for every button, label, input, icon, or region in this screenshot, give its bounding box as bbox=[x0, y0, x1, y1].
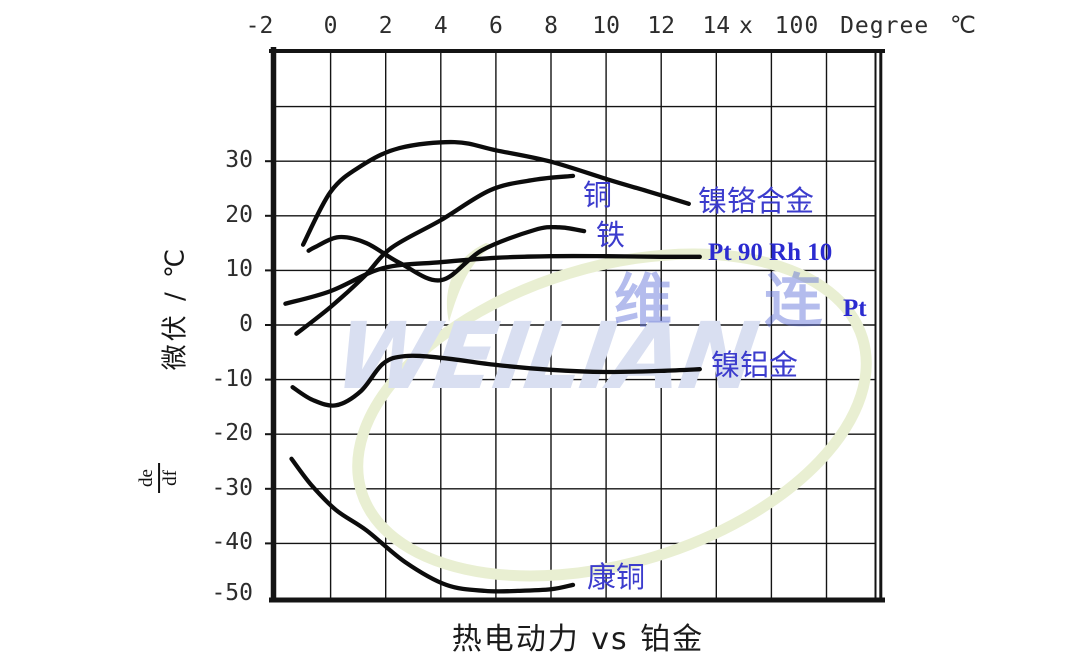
curve-label-pt90rh10: Pt 90 Rh 10 bbox=[708, 239, 833, 266]
x-tick-label: 14 bbox=[702, 13, 731, 39]
y-tick-label: 0 bbox=[239, 311, 253, 337]
y-tick-label: -20 bbox=[211, 420, 253, 447]
y-tick-label: -30 bbox=[211, 474, 253, 501]
x-tick-label: 0 bbox=[323, 13, 338, 39]
curve-label-copper: 铜 bbox=[583, 180, 613, 212]
curve-nichrome bbox=[300, 139, 691, 247]
x-tick-label: 4 bbox=[433, 13, 448, 39]
x-tick-label: 10 bbox=[592, 13, 620, 39]
y-tick-label: -40 bbox=[211, 529, 253, 556]
y-tick-label: 30 bbox=[225, 147, 253, 174]
x-tick-label: 12 bbox=[647, 13, 676, 39]
curve-label-alumel: 镍铝金 bbox=[711, 350, 799, 382]
y-tick-label: 10 bbox=[225, 256, 253, 283]
x-tick-label: 8 bbox=[544, 13, 558, 39]
y-tick-label: -10 bbox=[211, 365, 253, 392]
chart-title: 热电动力 vs 铂金 bbox=[451, 622, 705, 657]
y-tick-label: 20 bbox=[225, 201, 253, 228]
reference-label-pt: Pt bbox=[843, 295, 867, 322]
y-tick-label: -50 bbox=[211, 580, 253, 606]
x-tick-label: -2 bbox=[245, 13, 274, 39]
curve-copper bbox=[294, 173, 576, 336]
curve-label-nichrome: 镍铬合金 bbox=[698, 186, 815, 218]
x-tick-label: 6 bbox=[488, 13, 503, 39]
x-axis-unit-suffix: x 100 Degree ℃ bbox=[739, 13, 977, 39]
curve-label-iron: 铁 bbox=[596, 220, 626, 252]
curve-label-constantan: 康铜 bbox=[587, 562, 646, 594]
x-tick-label: 2 bbox=[378, 13, 393, 39]
